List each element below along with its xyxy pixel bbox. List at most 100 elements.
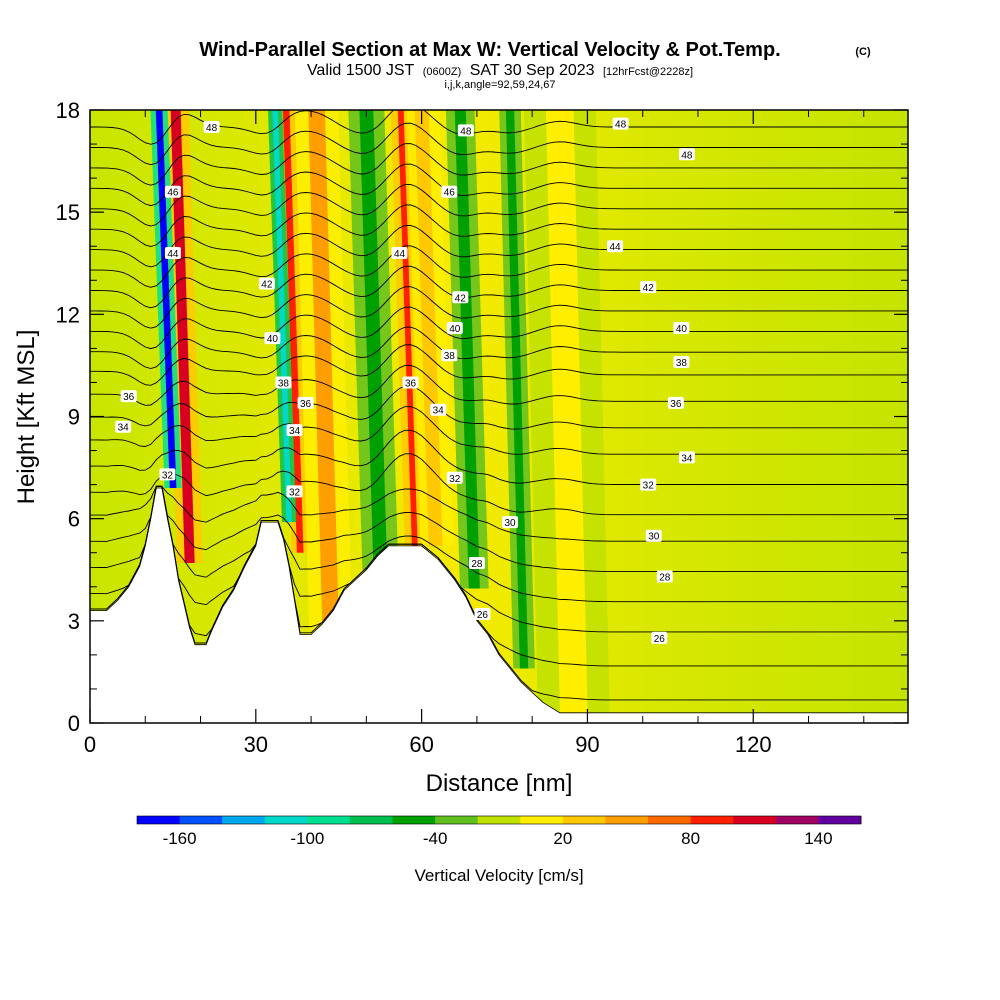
subtitle-utc: (0600Z) xyxy=(423,66,462,78)
y-tick-label: 15 xyxy=(56,200,80,225)
isentrope-label-bg xyxy=(656,570,673,583)
colorbar-swatch xyxy=(562,816,606,824)
isentrope-line xyxy=(90,453,908,516)
colorbar-swatch xyxy=(477,816,521,824)
isentrope-label: 36 xyxy=(405,378,417,389)
isentrope-label-bg xyxy=(678,148,695,161)
isentrope-label: 38 xyxy=(444,351,456,362)
isentrope-line xyxy=(90,286,908,329)
y-tick-label: 3 xyxy=(68,609,80,634)
isentrope-label: 26 xyxy=(654,634,666,645)
isentrope-label-bg xyxy=(286,485,303,498)
colorbar-swatch xyxy=(264,816,308,824)
isentrope-label: 44 xyxy=(394,249,406,260)
isentrope-line xyxy=(90,406,908,455)
isentrope-label: 34 xyxy=(289,426,301,437)
isentrope-label-bg xyxy=(640,281,657,294)
isentrope-label: 42 xyxy=(455,293,467,304)
isentrope-label-bg xyxy=(258,277,275,290)
colorbar-swatch xyxy=(818,816,862,824)
colorbar-tick-label: -160 xyxy=(163,829,197,848)
isentrope-label-bg xyxy=(297,396,314,409)
downdraft-band xyxy=(155,110,177,489)
colorbar-tick-label: 80 xyxy=(681,829,700,848)
updraft-band xyxy=(414,110,443,546)
isentrope-label: 48 xyxy=(681,150,693,161)
isentrope-label-bg xyxy=(673,356,690,369)
isentrope-label: 28 xyxy=(659,573,671,584)
x-tick-label: 30 xyxy=(244,732,268,757)
colorbar-swatch xyxy=(179,816,223,824)
isentrope-line xyxy=(90,429,908,485)
colorbar-tick-label: 20 xyxy=(553,829,572,848)
isentrope-line xyxy=(90,326,908,369)
downdraft-band xyxy=(454,110,480,589)
y-tick-label: 18 xyxy=(56,98,80,123)
isentrope-line xyxy=(90,204,908,247)
isentrope-label-bg xyxy=(164,247,181,260)
colorbar-tick-label: -40 xyxy=(423,829,448,848)
isentrope-label: 40 xyxy=(449,324,461,335)
colorbar-frame xyxy=(136,815,862,825)
isentrope-line xyxy=(90,344,908,386)
isentrope-label-bg xyxy=(457,124,474,137)
isentrope-label: 36 xyxy=(123,392,135,403)
isentrope-label-bg xyxy=(468,556,485,569)
isentrope-label-bg xyxy=(441,349,458,362)
colorbar-label: Vertical Velocity [cm/s] xyxy=(414,866,583,885)
updraft-band xyxy=(308,110,339,630)
isentrope-label: 46 xyxy=(167,188,179,199)
isentrope-label: 34 xyxy=(118,423,130,434)
x-tick-label: 60 xyxy=(409,732,433,757)
isentrope-line xyxy=(90,485,908,572)
updraft-band xyxy=(170,110,195,563)
isentrope-label-bg xyxy=(446,471,463,484)
colorbar-swatch xyxy=(775,816,819,824)
isentrope-label: 30 xyxy=(648,532,660,543)
isentrope-label: 48 xyxy=(460,126,472,137)
isentrope-label-bg xyxy=(678,451,695,464)
isentrope-label-bg xyxy=(120,390,137,403)
isentrope-label-bg xyxy=(607,240,624,253)
isentrope-label: 28 xyxy=(471,559,483,570)
isentrope-label: 46 xyxy=(444,188,456,199)
colorbar-swatch xyxy=(392,816,436,824)
isentrope-label: 30 xyxy=(504,518,516,529)
isentrope-label: 38 xyxy=(278,378,290,389)
x-axis-label: Distance [nm] xyxy=(426,770,573,797)
isentrope-label-bg xyxy=(612,117,629,130)
isentrope-label-bg xyxy=(446,321,463,334)
updraft-band xyxy=(282,110,304,553)
isentrope-label-bg xyxy=(441,185,458,198)
isentrope-label-bg xyxy=(651,631,668,644)
isentrope-label: 40 xyxy=(676,324,688,335)
colorbar-swatch xyxy=(690,816,734,824)
isentrope-label-bg xyxy=(645,529,662,542)
subtitle-date: SAT 30 Sep 2023 xyxy=(470,62,595,79)
isentrope-line xyxy=(90,364,908,406)
isentrope-label: 48 xyxy=(615,120,627,131)
isentrope-label: 36 xyxy=(670,399,682,410)
isentrope-label: 32 xyxy=(643,481,655,492)
x-tick-label: 90 xyxy=(575,732,599,757)
isentrope-label-bg xyxy=(115,420,132,433)
y-tick-label: 6 xyxy=(68,507,80,532)
isentrope-label: 32 xyxy=(162,470,174,481)
isentrope-label: 34 xyxy=(681,453,693,464)
isentrope-label: 34 xyxy=(433,406,445,417)
isentrope-label: 40 xyxy=(267,334,279,345)
colorbar-swatch xyxy=(349,816,394,824)
colorbar-swatch xyxy=(137,816,181,824)
colorbar-tick-label: -100 xyxy=(290,829,324,848)
downdraft-band xyxy=(359,110,388,570)
colorbar-swatch xyxy=(733,816,777,824)
isentrope-label-bg xyxy=(264,332,281,345)
subtitle-main: Valid 1500 JST xyxy=(307,62,415,79)
isentrope-label: 32 xyxy=(289,487,301,498)
chart-subtitle-2: i,j,k,angle=92,59,24,67 xyxy=(444,79,555,91)
isentrope-label-bg xyxy=(640,478,657,491)
isentrope-line xyxy=(90,485,908,603)
isentrope-label-bg xyxy=(452,291,469,304)
isentrope-label-bg xyxy=(159,468,176,481)
isentrope-label: 32 xyxy=(449,474,461,485)
